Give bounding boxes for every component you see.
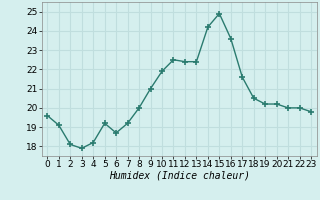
X-axis label: Humidex (Indice chaleur): Humidex (Indice chaleur): [109, 171, 250, 181]
